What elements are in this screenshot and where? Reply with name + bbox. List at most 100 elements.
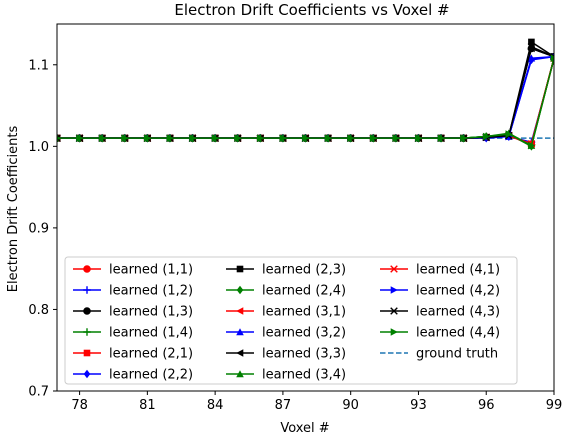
x-tick-label: 96 xyxy=(478,398,495,413)
legend-item: learned (1,2) xyxy=(73,284,193,299)
legend-label: learned (1,4) xyxy=(109,326,193,341)
series-16-point xyxy=(166,134,174,142)
series-16-point xyxy=(369,134,378,142)
legend-label: learned (4,3) xyxy=(416,305,500,320)
legend-swatch-marker xyxy=(390,286,398,294)
series-16-point xyxy=(76,134,84,142)
legend-label: learned (2,2) xyxy=(109,368,193,383)
legend-item: learned (4,1) xyxy=(380,263,500,278)
legend-label: learned (3,1) xyxy=(262,305,346,320)
legend-swatch-marker xyxy=(236,349,244,357)
series-16-point xyxy=(257,134,265,142)
legend-label: learned (3,3) xyxy=(262,347,346,362)
legend-swatch-marker xyxy=(390,265,398,273)
legend-item: learned (3,3) xyxy=(226,347,346,362)
series-16-point xyxy=(460,134,468,142)
series-16 xyxy=(57,54,554,150)
legend-label: learned (2,1) xyxy=(109,347,193,362)
x-tick-label: 84 xyxy=(207,398,224,413)
legend-item: learned (2,2) xyxy=(73,368,193,383)
legend-swatch-marker xyxy=(83,369,91,379)
series-16-point xyxy=(324,134,332,142)
series-16-point xyxy=(57,136,61,141)
legend-swatch-marker xyxy=(83,349,91,357)
y-axis-ticks: 0.7 0.8 0.9 1.0 1.1 xyxy=(28,58,57,400)
series-16-point xyxy=(392,134,400,142)
legend-label: learned (3,2) xyxy=(262,326,346,341)
legend-swatch-marker xyxy=(83,307,91,315)
legend-item: learned (3,2) xyxy=(226,326,346,341)
legend: learned (1,1) learned (1,2) learned (1,3) l… xyxy=(64,256,518,385)
legend-label: ground truth xyxy=(416,347,498,362)
chart-title: Electron Drift Coefficients vs Voxel # xyxy=(174,1,449,19)
legend-label: learned (4,4) xyxy=(416,326,500,341)
legend-item: learned (4,3) xyxy=(380,305,500,320)
legend-label: learned (2,4) xyxy=(262,284,346,299)
legend-swatch-marker xyxy=(236,328,244,336)
legend-swatch-marker xyxy=(236,370,244,378)
legend-swatch-marker xyxy=(236,307,244,315)
y-tick-label: 1.1 xyxy=(28,58,49,73)
series-16-point xyxy=(415,134,423,142)
y-tick-label: 0.9 xyxy=(28,221,49,236)
legend-item: learned (1,4) xyxy=(73,326,193,341)
series-16-point xyxy=(189,134,197,142)
axes-frame xyxy=(56,23,555,392)
x-tick-label: 99 xyxy=(546,398,563,413)
series-16-point xyxy=(144,134,152,142)
legend-item: ground truth xyxy=(380,347,498,362)
legend-swatch-marker xyxy=(390,307,398,315)
series-16-point xyxy=(528,141,536,150)
legend-label: learned (1,2) xyxy=(109,284,193,299)
legend-swatch-marker xyxy=(236,285,244,295)
legend-item: learned (2,1) xyxy=(73,347,193,362)
x-axis-ticks: 78 81 84 87 90 93 96 99 xyxy=(71,391,562,413)
series-14-point xyxy=(528,55,536,63)
legend-item: learned (2,4) xyxy=(226,284,346,299)
plot-area xyxy=(56,23,555,392)
x-tick-label: 93 xyxy=(410,398,427,413)
series-16-point xyxy=(482,132,491,141)
legend-swatch-marker xyxy=(83,328,91,336)
x-tick-label: 90 xyxy=(342,398,359,413)
plot-series-group xyxy=(57,38,554,151)
legend-label: learned (1,1) xyxy=(109,263,193,278)
y-axis-label: Electron Drift Coefficients xyxy=(6,126,21,293)
legend-label: learned (1,3) xyxy=(109,305,193,320)
series-16-point xyxy=(347,134,355,142)
series-16-point xyxy=(505,130,513,138)
legend-swatch-marker xyxy=(83,286,91,294)
x-tick-label: 87 xyxy=(275,398,292,413)
legend-item: learned (1,3) xyxy=(73,305,193,320)
legend-item: learned (4,2) xyxy=(380,284,500,299)
series-15-point xyxy=(527,43,536,51)
y-tick-label: 1.0 xyxy=(28,140,49,155)
y-tick-label: 0.8 xyxy=(28,303,49,318)
legend-item: learned (4,4) xyxy=(380,326,500,341)
legend-label: learned (3,4) xyxy=(262,368,346,383)
legend-swatch-marker xyxy=(390,328,398,336)
series-16-point xyxy=(121,134,129,142)
legend-label: learned (4,2) xyxy=(416,284,500,299)
series-16-point xyxy=(234,134,242,142)
x-axis-label: Voxel # xyxy=(280,421,329,436)
series-16-point xyxy=(211,134,219,142)
legend-item: learned (1,1) xyxy=(73,263,193,278)
series-16-point xyxy=(302,134,310,142)
y-tick-label: 0.7 xyxy=(28,385,49,400)
series-16-point xyxy=(437,134,445,142)
legend-swatch-marker xyxy=(236,265,244,273)
legend-label: learned (2,3) xyxy=(262,263,346,278)
x-tick-label: 78 xyxy=(71,398,88,413)
series-15-point xyxy=(57,134,61,142)
legend-label: learned (4,1) xyxy=(416,263,500,278)
series-16-point xyxy=(550,54,554,63)
series-16-point xyxy=(98,134,106,142)
legend-item: learned (3,1) xyxy=(226,305,346,320)
legend-item: learned (3,4) xyxy=(226,368,346,383)
x-tick-label: 81 xyxy=(139,398,156,413)
series-7-point xyxy=(528,38,535,46)
series-16-point xyxy=(279,134,287,142)
legend-swatch-marker xyxy=(83,265,91,273)
